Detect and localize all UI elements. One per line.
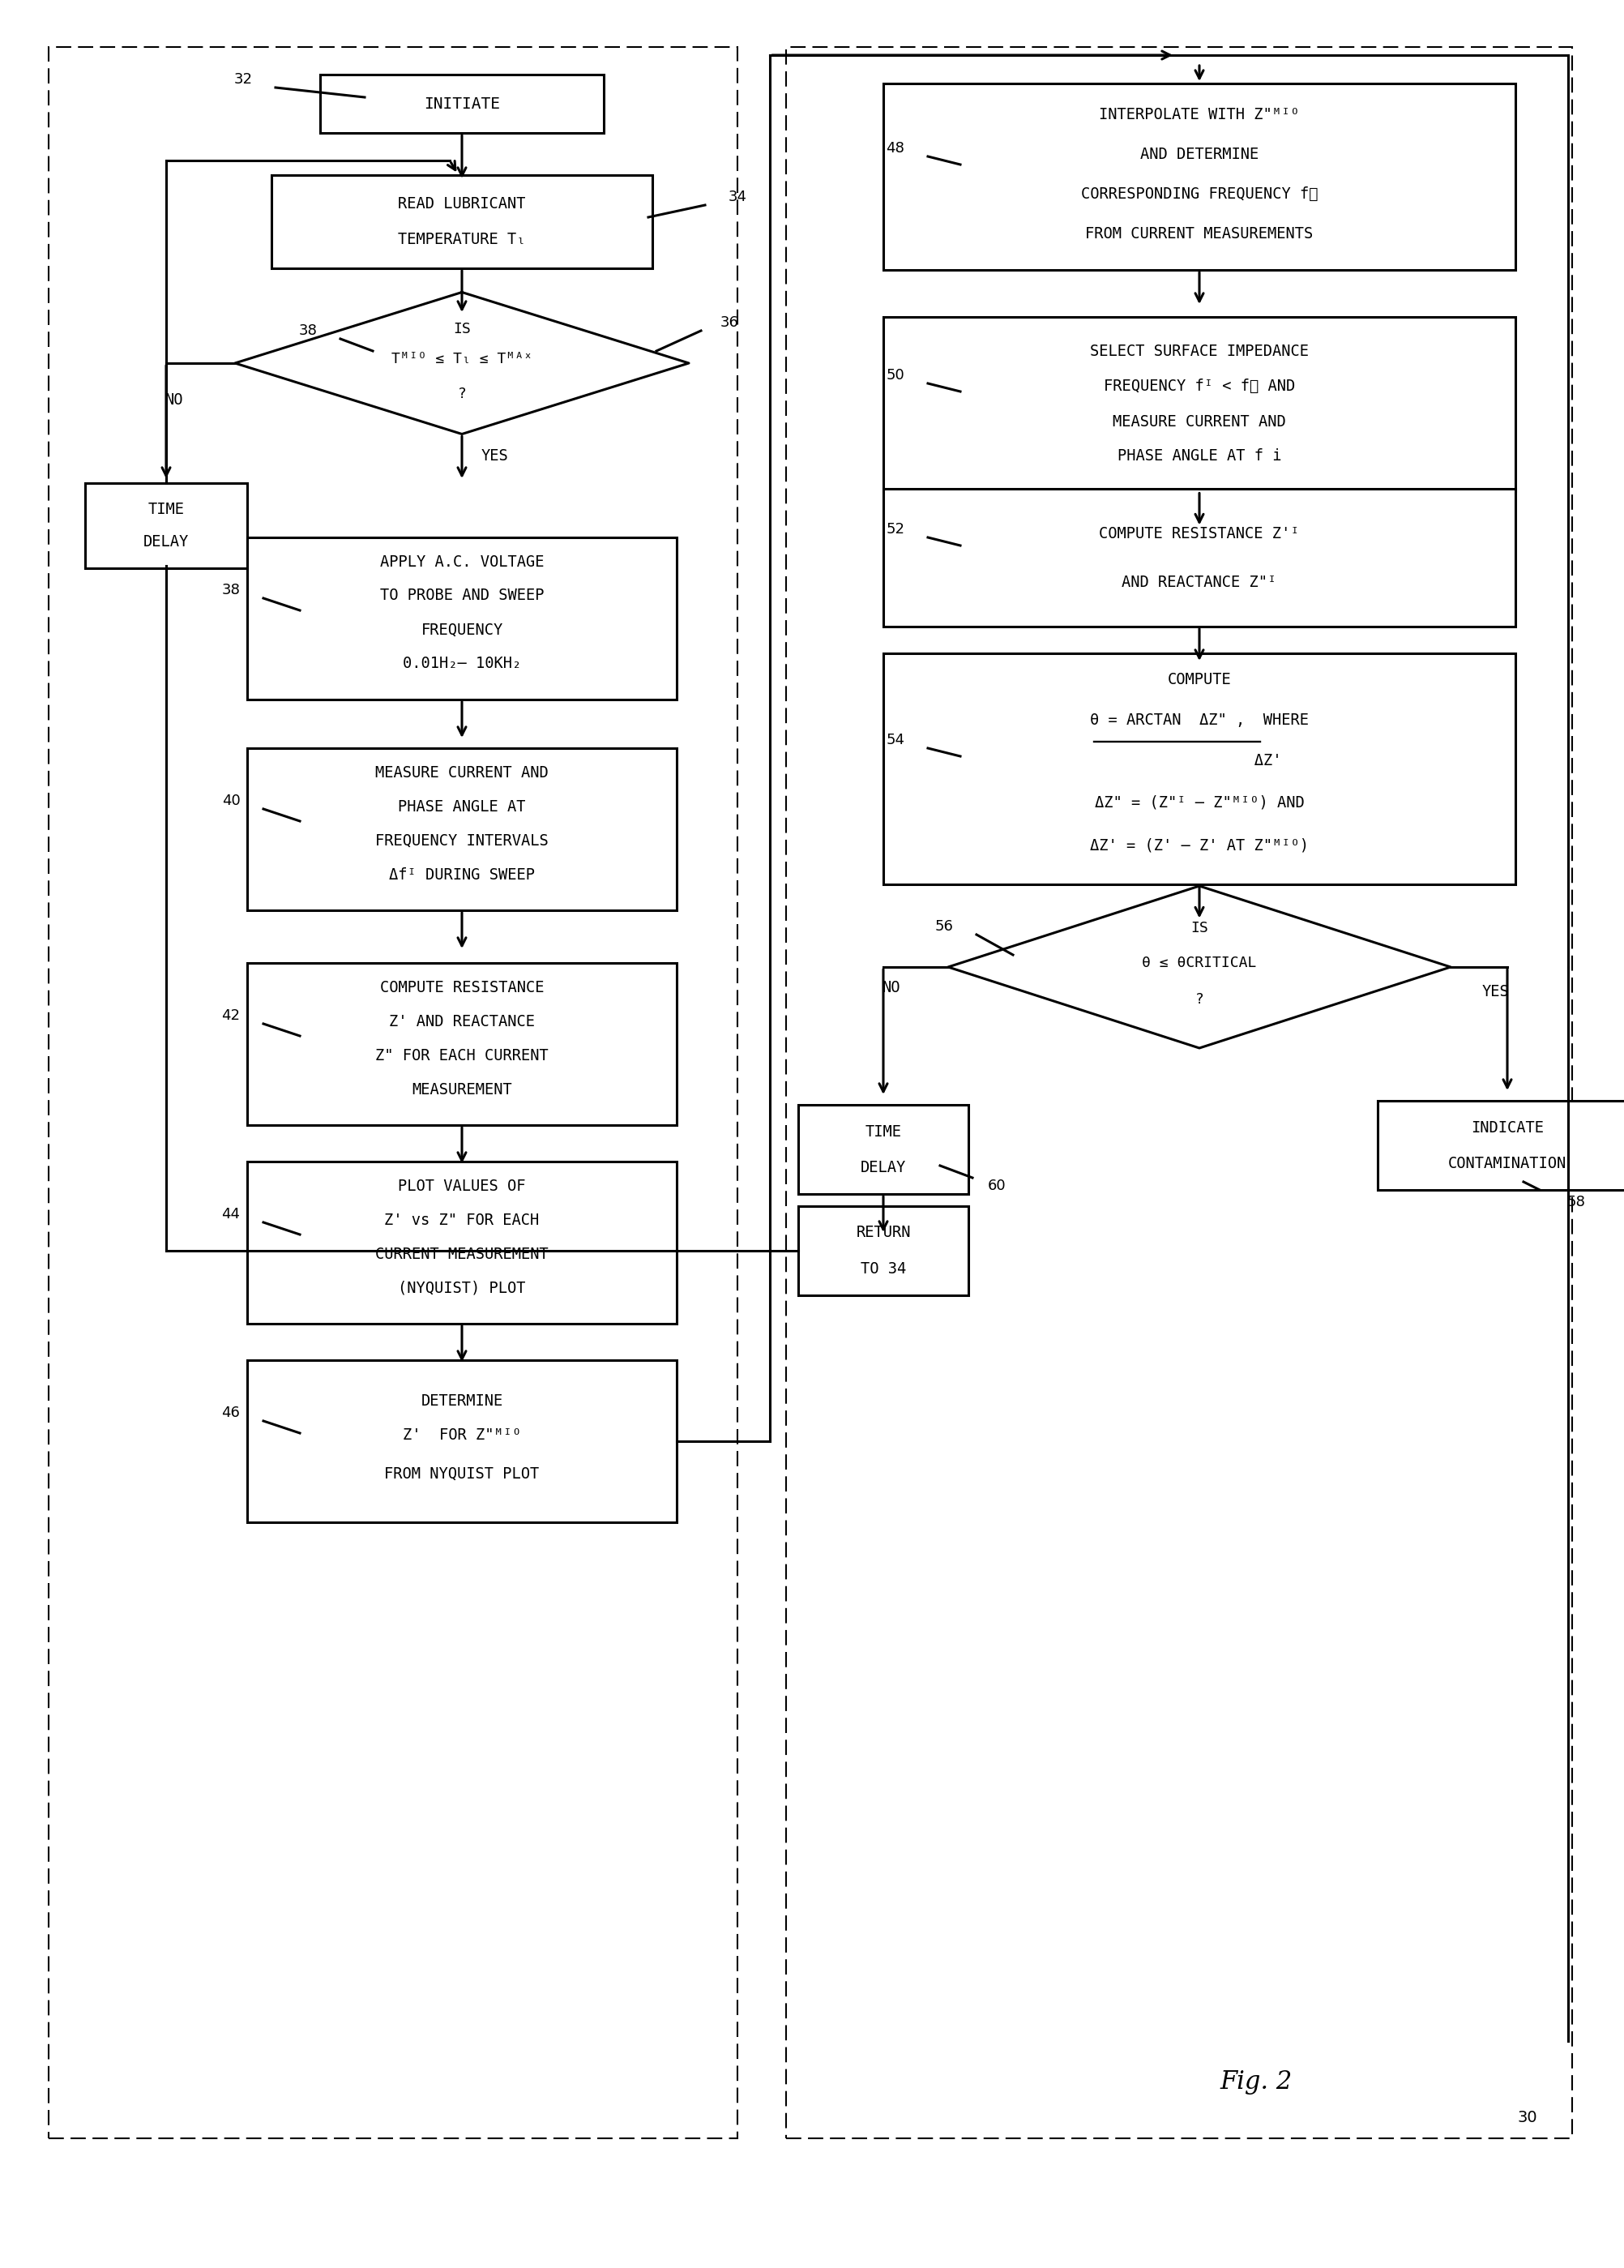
FancyBboxPatch shape (320, 75, 604, 134)
Text: 54: 54 (887, 733, 905, 748)
Text: DELAY: DELAY (861, 1159, 906, 1175)
Text: Tᴹᴵᴼ ≤ Tₗ ≤ Tᴹᴬˣ: Tᴹᴵᴼ ≤ Tₗ ≤ Tᴹᴬˣ (391, 352, 533, 367)
Text: TO PROBE AND SWEEP: TO PROBE AND SWEEP (380, 587, 544, 603)
Text: ΔZ': ΔZ' (1117, 753, 1281, 769)
Text: FREQUENCY INTERVALS: FREQUENCY INTERVALS (375, 832, 549, 848)
Text: 48: 48 (887, 141, 905, 156)
Text: FROM CURRENT MEASUREMENTS: FROM CURRENT MEASUREMENTS (1085, 227, 1314, 240)
Text: Z' vs Z" FOR EACH: Z' vs Z" FOR EACH (385, 1211, 539, 1227)
Text: TIME: TIME (148, 501, 185, 517)
Text: Δfᴵ DURING SWEEP: Δfᴵ DURING SWEEP (390, 866, 534, 882)
Text: COMPUTE RESISTANCE Z'ᴵ: COMPUTE RESISTANCE Z'ᴵ (1099, 526, 1299, 542)
FancyBboxPatch shape (84, 483, 247, 567)
Text: YES: YES (481, 449, 508, 465)
Text: 0.01H₂– 10KH₂: 0.01H₂– 10KH₂ (403, 655, 521, 671)
Text: APPLY A.C. VOLTAGE: APPLY A.C. VOLTAGE (380, 553, 544, 569)
Text: 60: 60 (987, 1179, 1005, 1193)
Text: 36: 36 (719, 315, 739, 329)
FancyBboxPatch shape (799, 1207, 968, 1295)
Text: DELAY: DELAY (143, 533, 188, 549)
FancyBboxPatch shape (883, 490, 1515, 626)
Text: MEASURE CURRENT AND: MEASURE CURRENT AND (375, 764, 549, 780)
Text: CONTAMINATION: CONTAMINATION (1449, 1154, 1567, 1170)
Text: RETURN: RETURN (856, 1225, 911, 1241)
FancyBboxPatch shape (786, 48, 1572, 2139)
Text: ΔZ' = (Z' – Z' AT Z"ᴹᴵᴼ): ΔZ' = (Z' – Z' AT Z"ᴹᴵᴼ) (1090, 837, 1309, 853)
FancyBboxPatch shape (883, 318, 1515, 490)
Text: 50: 50 (887, 367, 905, 383)
Text: Z'  FOR Z"ᴹᴵᴼ: Z' FOR Z"ᴹᴵᴼ (403, 1427, 521, 1442)
Text: 40: 40 (222, 794, 240, 807)
Text: DETERMINE: DETERMINE (421, 1393, 503, 1408)
Text: Z' AND REACTANCE: Z' AND REACTANCE (390, 1014, 534, 1030)
Text: INITIATE: INITIATE (424, 95, 500, 111)
Text: FREQUENCY: FREQUENCY (421, 621, 503, 637)
FancyBboxPatch shape (49, 48, 737, 2139)
Text: YES: YES (1481, 984, 1509, 998)
Text: AND REACTANCE Z"ᴵ: AND REACTANCE Z"ᴵ (1122, 574, 1276, 590)
Polygon shape (235, 293, 689, 433)
Text: 42: 42 (221, 1009, 240, 1023)
FancyBboxPatch shape (883, 653, 1515, 885)
Polygon shape (948, 887, 1450, 1048)
Text: NO: NO (166, 392, 184, 408)
FancyBboxPatch shape (1377, 1100, 1624, 1191)
Text: CURRENT MEASUREMENT: CURRENT MEASUREMENT (375, 1245, 549, 1261)
FancyBboxPatch shape (247, 1361, 677, 1522)
Text: PHASE ANGLE AT: PHASE ANGLE AT (398, 798, 526, 814)
Text: IS: IS (1190, 921, 1208, 934)
Text: 32: 32 (234, 73, 252, 86)
Text: ΔZ" = (Z"ᴵ – Z"ᴹᴵᴼ) AND: ΔZ" = (Z"ᴵ – Z"ᴹᴵᴼ) AND (1095, 794, 1304, 810)
Text: Fig. 2: Fig. 2 (1220, 2068, 1293, 2093)
Text: FROM NYQUIST PLOT: FROM NYQUIST PLOT (385, 1465, 539, 1481)
Text: NO: NO (882, 980, 901, 996)
Text: TIME: TIME (866, 1125, 901, 1139)
Text: 58: 58 (1567, 1195, 1585, 1209)
Text: AND DETERMINE: AND DETERMINE (1140, 147, 1259, 161)
Text: INDICATE: INDICATE (1471, 1120, 1544, 1136)
Text: 38: 38 (222, 583, 240, 596)
FancyBboxPatch shape (271, 175, 653, 268)
Text: MEASURE CURRENT AND: MEASURE CURRENT AND (1112, 413, 1286, 429)
Text: IS: IS (453, 322, 471, 336)
Text: MEASUREMENT: MEASUREMENT (412, 1082, 512, 1098)
Text: θ ≤ θCRITICAL: θ ≤ θCRITICAL (1142, 955, 1257, 971)
Text: INTERPOLATE WITH Z"ᴹᴵᴼ: INTERPOLATE WITH Z"ᴹᴵᴼ (1099, 107, 1299, 122)
Text: PLOT VALUES OF: PLOT VALUES OF (398, 1177, 526, 1193)
Text: TO 34: TO 34 (861, 1261, 906, 1277)
Text: COMPUTE RESISTANCE: COMPUTE RESISTANCE (380, 980, 544, 996)
Text: ?: ? (1195, 991, 1203, 1007)
FancyBboxPatch shape (247, 964, 677, 1125)
FancyBboxPatch shape (247, 1161, 677, 1325)
FancyBboxPatch shape (247, 538, 677, 699)
Text: PHASE ANGLE AT f i: PHASE ANGLE AT f i (1117, 449, 1281, 465)
Text: COMPUTE: COMPUTE (1168, 671, 1231, 687)
Text: 30: 30 (1517, 2109, 1538, 2125)
Text: 46: 46 (222, 1406, 240, 1420)
Text: CORRESPONDING FREQUENCY fᴄ: CORRESPONDING FREQUENCY fᴄ (1082, 186, 1319, 202)
Text: 56: 56 (935, 919, 953, 934)
FancyBboxPatch shape (247, 748, 677, 909)
Text: ?: ? (458, 386, 466, 401)
Text: 44: 44 (221, 1207, 240, 1222)
Text: TEMPERATURE Tₗ: TEMPERATURE Tₗ (398, 231, 526, 247)
Text: Z" FOR EACH CURRENT: Z" FOR EACH CURRENT (375, 1048, 549, 1064)
Text: 38: 38 (299, 324, 317, 338)
Text: θ = ARCTAN  ΔZ" ,  WHERE: θ = ARCTAN ΔZ" , WHERE (1090, 712, 1309, 728)
FancyBboxPatch shape (883, 84, 1515, 270)
Text: 34: 34 (728, 191, 747, 204)
Text: (NYQUIST) PLOT: (NYQUIST) PLOT (398, 1281, 526, 1295)
Text: READ LUBRICANT: READ LUBRICANT (398, 195, 526, 211)
Text: 52: 52 (887, 522, 905, 538)
Text: FREQUENCY fᴵ < fᴄ AND: FREQUENCY fᴵ < fᴄ AND (1104, 379, 1294, 395)
Text: SELECT SURFACE IMPEDANCE: SELECT SURFACE IMPEDANCE (1090, 342, 1309, 358)
FancyBboxPatch shape (799, 1105, 968, 1193)
